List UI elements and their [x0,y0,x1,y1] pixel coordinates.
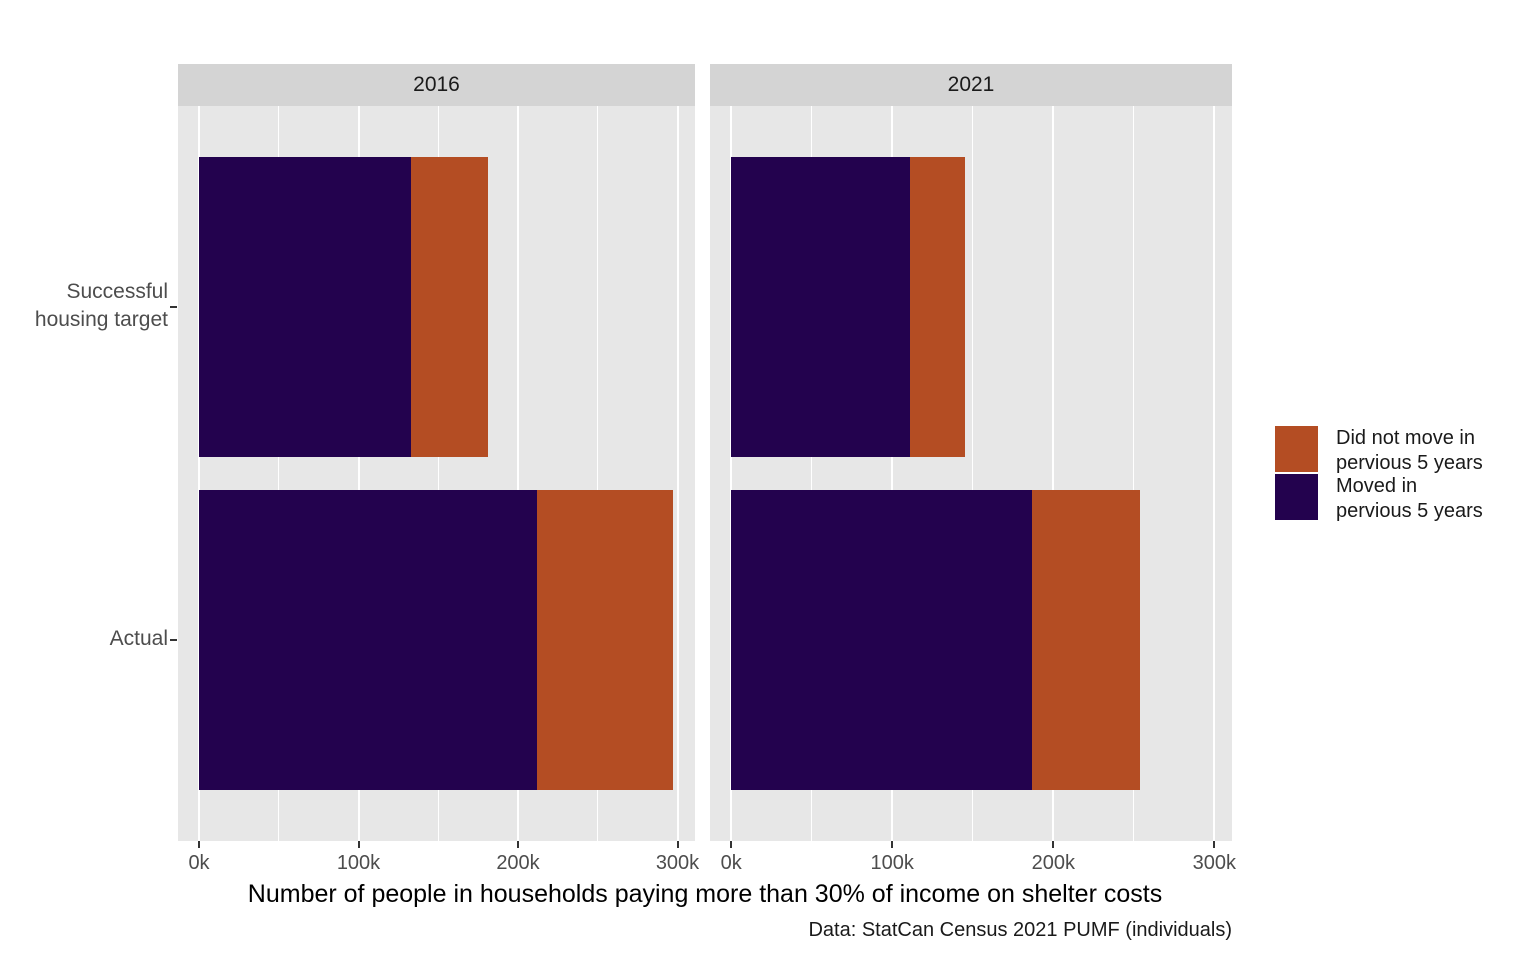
y-category-label: Actual [0,625,168,653]
major-gridline [730,106,733,841]
bar-segment [909,157,965,457]
y-category-label-line: housing target [34,308,168,331]
facet-strip: 2016 [178,64,695,106]
legend-label-line: Did not move in [1336,427,1475,449]
facet-panel [710,106,1232,841]
legend-item: Did not move in pervious 5 years [1275,426,1483,474]
major-gridline [676,106,679,841]
x-tick-mark [1213,841,1216,848]
x-tick-label: 0k [720,852,742,874]
legend-label-line: pervious 5 years [1336,500,1483,522]
x-axis-title: Number of people in households paying mo… [247,880,1163,908]
bar-segment [199,157,412,457]
x-tick-mark [676,841,679,848]
major-gridline [1213,106,1216,841]
legend-swatch [1275,426,1318,472]
bar-segment [537,490,673,790]
legend-swatch [1275,474,1318,520]
x-tick-label: 200k [496,852,540,874]
y-tick-mark [170,306,177,308]
minor-gridline [811,106,813,841]
legend: Did not move in pervious 5 years Moved in p… [1275,426,1483,522]
legend-label: Moved in pervious 5 years [1318,474,1483,524]
major-gridline [891,106,894,841]
major-gridline [357,106,360,841]
legend-item: Moved in pervious 5 years [1275,474,1483,522]
major-gridline [198,106,200,841]
x-tick-mark [198,841,200,848]
minor-gridline [597,106,599,841]
y-category-label-line: Actual [109,627,168,650]
x-tick-label: 300k [1192,852,1236,874]
chart-caption: Data: StatCan Census 2021 PUMF (individu… [808,919,1232,941]
facet-panel [178,106,695,841]
legend-label-line: pervious 5 years [1336,452,1483,474]
major-gridline [517,106,519,841]
bar-segment [731,490,1033,790]
x-tick-mark [357,841,360,848]
y-category-label-line: Successful [66,280,168,303]
minor-gridline [437,106,439,841]
minor-gridline [1133,106,1135,841]
x-tick-mark [1052,841,1055,848]
facet-strip-label: 2021 [947,73,995,96]
x-tick-mark [517,841,519,848]
major-gridline [1052,106,1055,841]
x-tick-label: 300k [655,852,700,874]
facet-strip: 2021 [710,64,1232,106]
y-tick-mark [170,639,177,641]
legend-label-line: Moved in [1336,475,1418,497]
x-tick-label: 200k [1031,852,1075,874]
x-tick-label: 0k [188,852,210,874]
bar-segment [199,490,538,790]
legend-label: Did not move in pervious 5 years [1318,426,1483,476]
bar-segment [411,157,488,457]
x-tick-mark [730,841,733,848]
bar-segment [1032,490,1141,790]
minor-gridline [278,106,280,841]
x-tick-mark [891,841,894,848]
facet-strip-label: 2016 [413,73,460,96]
x-tick-label: 100k [870,852,914,874]
minor-gridline [972,106,974,841]
y-category-label: Successful housing target [0,278,168,334]
bar-segment [731,157,910,457]
x-tick-label: 100k [336,852,381,874]
